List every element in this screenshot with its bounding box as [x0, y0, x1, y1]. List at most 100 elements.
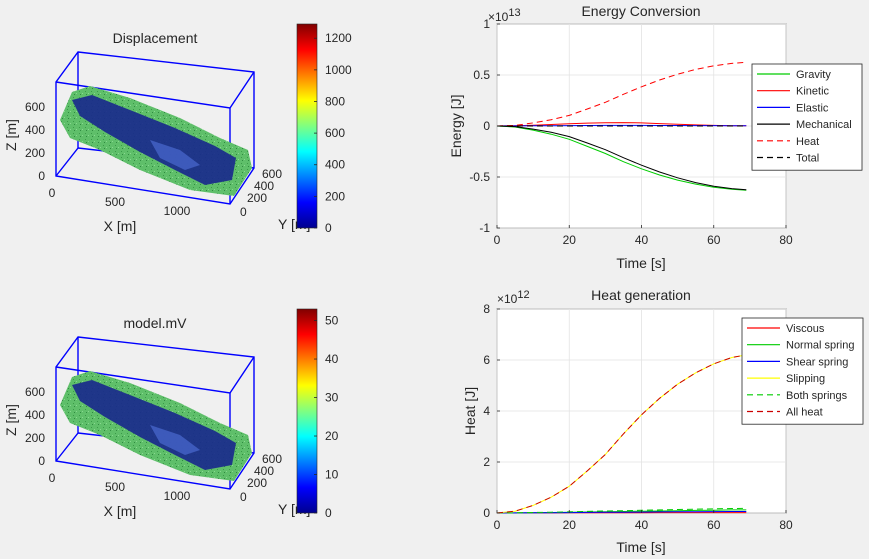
heat-ytick-label: 6 [483, 353, 490, 367]
displacement-xticks: 0 500 1000 [49, 186, 191, 218]
modelmv-ytick: 0 [240, 490, 247, 504]
modelmv-colorbar-tick-label: 20 [325, 429, 339, 443]
modelmv-zlabel: Z [m] [3, 404, 19, 436]
modelmv-ytick: 400 [254, 464, 274, 478]
heat-series-line [496, 507, 747, 514]
modelmv-xtick: 500 [105, 480, 125, 494]
displacement-xlabel: X [m] [104, 218, 137, 234]
heat-legend-label: Slipping [786, 373, 825, 385]
energy-ytick-label: -0.5 [469, 170, 490, 184]
displacement-3d-panel: Displacement Z [m] X [m] Y [m] 0 200 400… [3, 23, 352, 235]
energy-legend-box [751, 63, 863, 171]
displacement-colorbar-tick-label: 400 [325, 158, 345, 172]
displacement-ztick: 600 [25, 100, 45, 114]
modelmv-ytick: 600 [262, 452, 282, 466]
heat-title: Heat generation [591, 287, 691, 303]
energy-chart: 0 20 40 60 80 -1-0.500.51 Energy Conversion … [448, 3, 863, 271]
energy-grid [496, 23, 787, 229]
heat-legend: Viscous Normal spring Shear spring Slipping… [741, 317, 864, 425]
displacement-ytick: 400 [254, 179, 274, 193]
modelmv-yticks: 0 200 400 600 [240, 452, 282, 504]
heat-xticks: 0 20 40 60 80 [494, 510, 793, 532]
heat-ylabel: Heat [J] [462, 387, 478, 435]
energy-exponent-base: ×10 [488, 10, 509, 24]
modelmv-ztick: 400 [25, 408, 45, 422]
energy-legend: Gravity Kinetic Elastic Mechanical Heat Total [751, 63, 863, 171]
energy-legend-label: Mechanical [796, 119, 852, 131]
energy-series-lines [496, 61, 747, 191]
heat-exponent-base: ×10 [497, 292, 518, 306]
energy-xtick-label: 0 [494, 233, 501, 247]
displacement-colorbar-tick-label: 800 [325, 94, 345, 108]
heat-ytick-label: 0 [483, 506, 490, 520]
heat-series-line [496, 354, 747, 514]
energy-legend-label: Total [796, 153, 819, 165]
modelmv-3d-panel: model.mV Z [m] X [m] Y [m] 0 200 400 600… [3, 308, 339, 520]
displacement-xtick: 0 [49, 186, 56, 200]
displacement-zticks: 0 200 400 600 [25, 100, 45, 183]
heat-exponent-power: 12 [517, 289, 529, 301]
modelmv-colorbar-tick-label: 30 [325, 391, 339, 405]
displacement-ztick: 200 [25, 146, 45, 160]
heat-ytick-label: 8 [483, 302, 490, 316]
energy-legend-label: Heat [796, 136, 819, 148]
energy-ytick-label: 0 [483, 119, 490, 133]
energy-ytick-label: 0.5 [473, 68, 490, 82]
modelmv-colorbar-ticks: 0 10 20 30 40 50 [314, 314, 339, 520]
modelmv-xticks: 0 500 1000 [49, 471, 191, 503]
displacement-slide-highlight [150, 140, 200, 170]
modelmv-colorbar [296, 308, 318, 514]
heat-exponent: ×1012 [497, 289, 530, 306]
modelmv-xtick: 0 [49, 471, 56, 485]
heat-ytick-label: 4 [483, 404, 490, 418]
energy-series-line [496, 125, 747, 191]
heat-xtick-label: 0 [494, 518, 501, 532]
heat-legend-box [741, 317, 864, 425]
heat-yticks: 0 2 4 6 8 [483, 302, 500, 520]
modelmv-colorbar-tick-label: 0 [325, 506, 332, 520]
displacement-zlabel: Z [m] [3, 119, 19, 151]
displacement-colorbar [296, 23, 318, 229]
displacement-xtick: 1000 [164, 204, 191, 218]
modelmv-ytick: 200 [247, 476, 267, 490]
heat-legend-label: Both springs [786, 390, 848, 402]
displacement-colorbar-tick-label: 1200 [325, 31, 352, 45]
energy-series-line [496, 125, 747, 191]
modelmv-slide-highlight [150, 425, 200, 455]
energy-legend-label: Kinetic [796, 86, 830, 98]
displacement-colorbar-tick-label: 200 [325, 189, 345, 203]
energy-xtick-label: 80 [779, 233, 793, 247]
displacement-ytick: 0 [240, 205, 247, 219]
displacement-xtick: 500 [105, 195, 125, 209]
heat-ytick-label: 2 [483, 455, 490, 469]
heat-xtick-label: 20 [563, 518, 577, 532]
energy-ylabel: Energy [J] [448, 94, 464, 157]
heat-xtick-label: 40 [635, 518, 649, 532]
heat-series-lines [496, 354, 747, 514]
energy-legend-label: Gravity [796, 69, 831, 81]
modelmv-xtick: 1000 [164, 489, 191, 503]
energy-xtick-label: 20 [563, 233, 577, 247]
displacement-colorbar-tick-label: 600 [325, 126, 345, 140]
energy-xlabel: Time [s] [616, 255, 665, 271]
energy-xtick-label: 60 [707, 233, 721, 247]
energy-xtick-label: 40 [635, 233, 649, 247]
energy-yticks: -1 -0.5 0 0.5 1 [469, 17, 500, 235]
heat-legend-label: Viscous [786, 323, 825, 335]
modelmv-ztick: 0 [38, 454, 45, 468]
energy-series-line [496, 61, 747, 127]
energy-ytick-label: -1 [479, 221, 490, 235]
modelmv-colorbar-tick-label: 10 [325, 468, 339, 482]
energy-legend-label: Elastic [796, 102, 829, 114]
modelmv-ztick: 200 [25, 431, 45, 445]
heat-legend-label: All heat [786, 407, 823, 419]
modelmv-zticks: 0 200 400 600 [25, 385, 45, 468]
displacement-yticks: 0 200 400 600 [240, 167, 282, 219]
energy-exponent-power: 13 [508, 7, 520, 19]
modelmv-xlabel: X [m] [104, 503, 137, 519]
displacement-ytick: 200 [247, 191, 267, 205]
displacement-ztick: 0 [38, 169, 45, 183]
heat-xlabel: Time [s] [616, 539, 665, 555]
modelmv-title: model.mV [123, 315, 187, 331]
displacement-colorbar-ticks: 0 200 400 600 800 1000 1200 [314, 31, 352, 235]
